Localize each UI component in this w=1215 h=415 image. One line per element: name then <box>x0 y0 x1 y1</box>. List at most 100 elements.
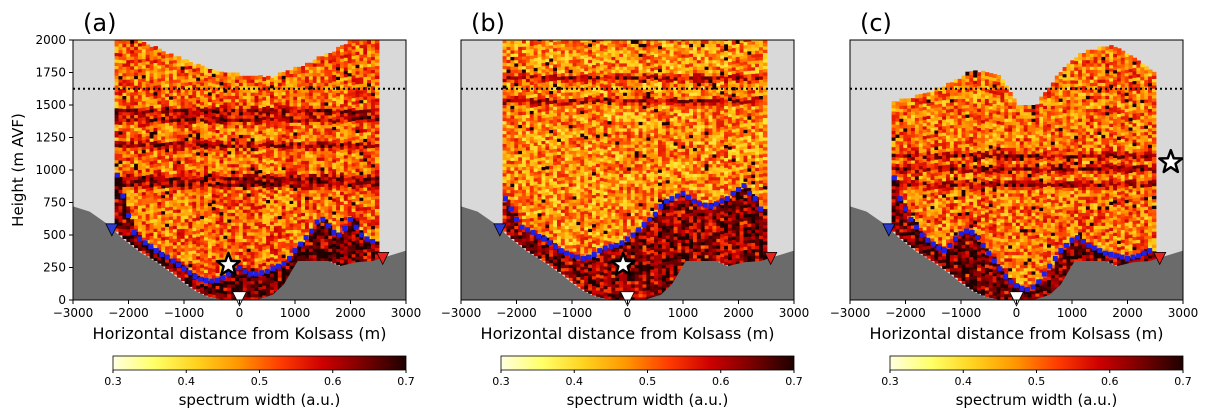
heatmap-cell <box>359 40 364 42</box>
heatmap-cell <box>328 241 333 246</box>
heatmap-cell <box>172 244 178 249</box>
heatmap-cell <box>223 218 228 223</box>
heatmap-cell <box>211 232 217 237</box>
heatmap-cell <box>122 147 127 152</box>
heatmap-cell <box>297 73 302 78</box>
heatmap-cell <box>126 75 131 80</box>
heatmap-cell <box>118 179 123 184</box>
heatmap-cell <box>277 244 283 249</box>
heatmap-cell <box>324 101 329 106</box>
heatmap-cell <box>328 140 333 145</box>
heatmap-cell <box>355 125 360 130</box>
heatmap-cell <box>340 233 345 238</box>
heatmap-cell <box>172 88 178 93</box>
heatmap-cell <box>149 105 155 110</box>
heatmap-cell <box>211 219 217 224</box>
heatmap-cell <box>273 95 279 100</box>
heatmap-cell <box>192 227 197 232</box>
heatmap-cell <box>510 196 515 200</box>
heatmap-cell <box>196 265 201 270</box>
heatmap-cell <box>204 106 209 111</box>
heatmap-cell <box>297 170 302 175</box>
heatmap-cell <box>270 139 275 144</box>
heatmap-cell <box>231 147 236 152</box>
heatmap-cell <box>118 221 123 226</box>
heatmap-cell <box>262 265 267 270</box>
heatmap-cell <box>196 115 201 120</box>
heatmap-cell <box>192 171 197 176</box>
heatmap-cell <box>289 196 294 201</box>
heatmap-cell <box>301 215 306 220</box>
heatmap-cell <box>172 59 178 64</box>
heatmap-cell <box>258 224 263 229</box>
heatmap-cell <box>149 202 155 207</box>
heatmap-cell <box>215 194 221 199</box>
heatmap-cell <box>188 107 193 112</box>
heatmap-cell <box>165 242 170 247</box>
heatmap-cell <box>165 63 170 68</box>
heatmap-cell <box>301 205 306 210</box>
heatmap-cell <box>301 212 306 217</box>
heatmap-cell <box>510 231 515 236</box>
heatmap-cell <box>219 296 224 300</box>
heatmap-cell <box>258 221 263 226</box>
heatmap-cell <box>204 275 209 280</box>
heatmap-cell <box>235 157 240 161</box>
heatmap-cell <box>262 106 267 111</box>
heatmap-cell <box>351 58 357 63</box>
heatmap-cell <box>134 137 139 141</box>
heatmap-cell <box>169 157 174 162</box>
heatmap-cell <box>141 237 147 241</box>
heatmap-cell <box>324 215 329 220</box>
boundary-marker <box>353 224 359 230</box>
heatmap-cell <box>250 183 256 187</box>
heatmap-cell <box>223 290 228 295</box>
heatmap-cell <box>351 198 357 203</box>
heatmap-cell <box>250 199 256 204</box>
heatmap-cell <box>180 104 186 109</box>
heatmap-cell <box>130 160 135 164</box>
heatmap-cell <box>204 230 209 234</box>
heatmap-cell <box>301 235 306 239</box>
heatmap-cell <box>297 193 302 198</box>
heatmap-cell <box>332 119 337 124</box>
heatmap-cell <box>188 205 193 209</box>
heatmap-cell <box>235 92 240 96</box>
heatmap-cell <box>153 205 158 210</box>
heatmap-cell <box>312 101 318 106</box>
heatmap-cell <box>246 131 252 135</box>
heatmap-cell <box>118 140 123 145</box>
heatmap-cell <box>157 129 162 134</box>
heatmap-cell <box>347 43 353 48</box>
heatmap-cell <box>196 99 201 104</box>
heatmap-cell <box>359 73 364 78</box>
heatmap-cell <box>262 259 267 263</box>
heatmap-cell <box>211 294 217 298</box>
heatmap-cell <box>262 116 267 120</box>
heatmap-cell <box>219 75 224 79</box>
heatmap-cell <box>137 58 143 63</box>
heatmap-cell <box>149 235 155 240</box>
heatmap-cell <box>149 173 155 178</box>
heatmap-cell <box>250 238 256 243</box>
heatmap-cell <box>114 75 120 79</box>
heatmap-cell <box>141 168 147 173</box>
heatmap-cell <box>363 73 368 78</box>
heatmap-cell <box>301 170 306 174</box>
heatmap-cell <box>137 172 143 177</box>
heatmap-cell <box>285 148 291 153</box>
heatmap-cell <box>145 60 151 65</box>
heatmap-cell <box>219 169 224 174</box>
heatmap-cell <box>363 167 368 172</box>
heatmap-cell <box>157 178 162 183</box>
heatmap-cell <box>355 187 360 192</box>
heatmap-cell <box>270 116 275 121</box>
heatmap-cell <box>227 75 232 80</box>
heatmap-cell <box>510 160 515 165</box>
heatmap-cell <box>367 154 372 159</box>
heatmap-cell <box>235 131 240 135</box>
heatmap-cell <box>518 59 523 64</box>
heatmap-cell <box>227 163 232 168</box>
heatmap-cell <box>137 169 143 174</box>
heatmap-cell <box>273 248 279 253</box>
